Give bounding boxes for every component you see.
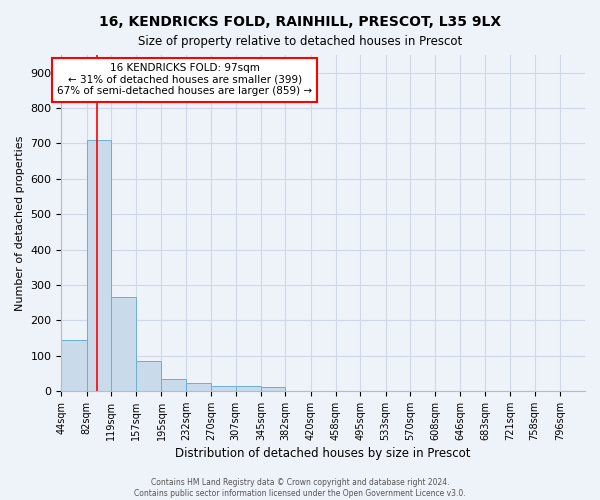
X-axis label: Distribution of detached houses by size in Prescot: Distribution of detached houses by size … xyxy=(175,447,471,460)
Text: Contains HM Land Registry data © Crown copyright and database right 2024.
Contai: Contains HM Land Registry data © Crown c… xyxy=(134,478,466,498)
Bar xyxy=(186,383,211,391)
Bar xyxy=(261,388,286,391)
Bar xyxy=(211,386,236,391)
Bar xyxy=(161,378,186,391)
Text: 16 KENDRICKS FOLD: 97sqm
← 31% of detached houses are smaller (399)
67% of semi-: 16 KENDRICKS FOLD: 97sqm ← 31% of detach… xyxy=(57,63,312,96)
Text: Size of property relative to detached houses in Prescot: Size of property relative to detached ho… xyxy=(138,35,462,48)
Bar xyxy=(111,297,136,391)
Text: 16, KENDRICKS FOLD, RAINHILL, PRESCOT, L35 9LX: 16, KENDRICKS FOLD, RAINHILL, PRESCOT, L… xyxy=(99,15,501,29)
Bar xyxy=(61,340,86,391)
Y-axis label: Number of detached properties: Number of detached properties xyxy=(15,136,25,310)
Bar xyxy=(86,140,111,391)
Bar xyxy=(136,361,161,391)
Bar xyxy=(236,386,261,391)
